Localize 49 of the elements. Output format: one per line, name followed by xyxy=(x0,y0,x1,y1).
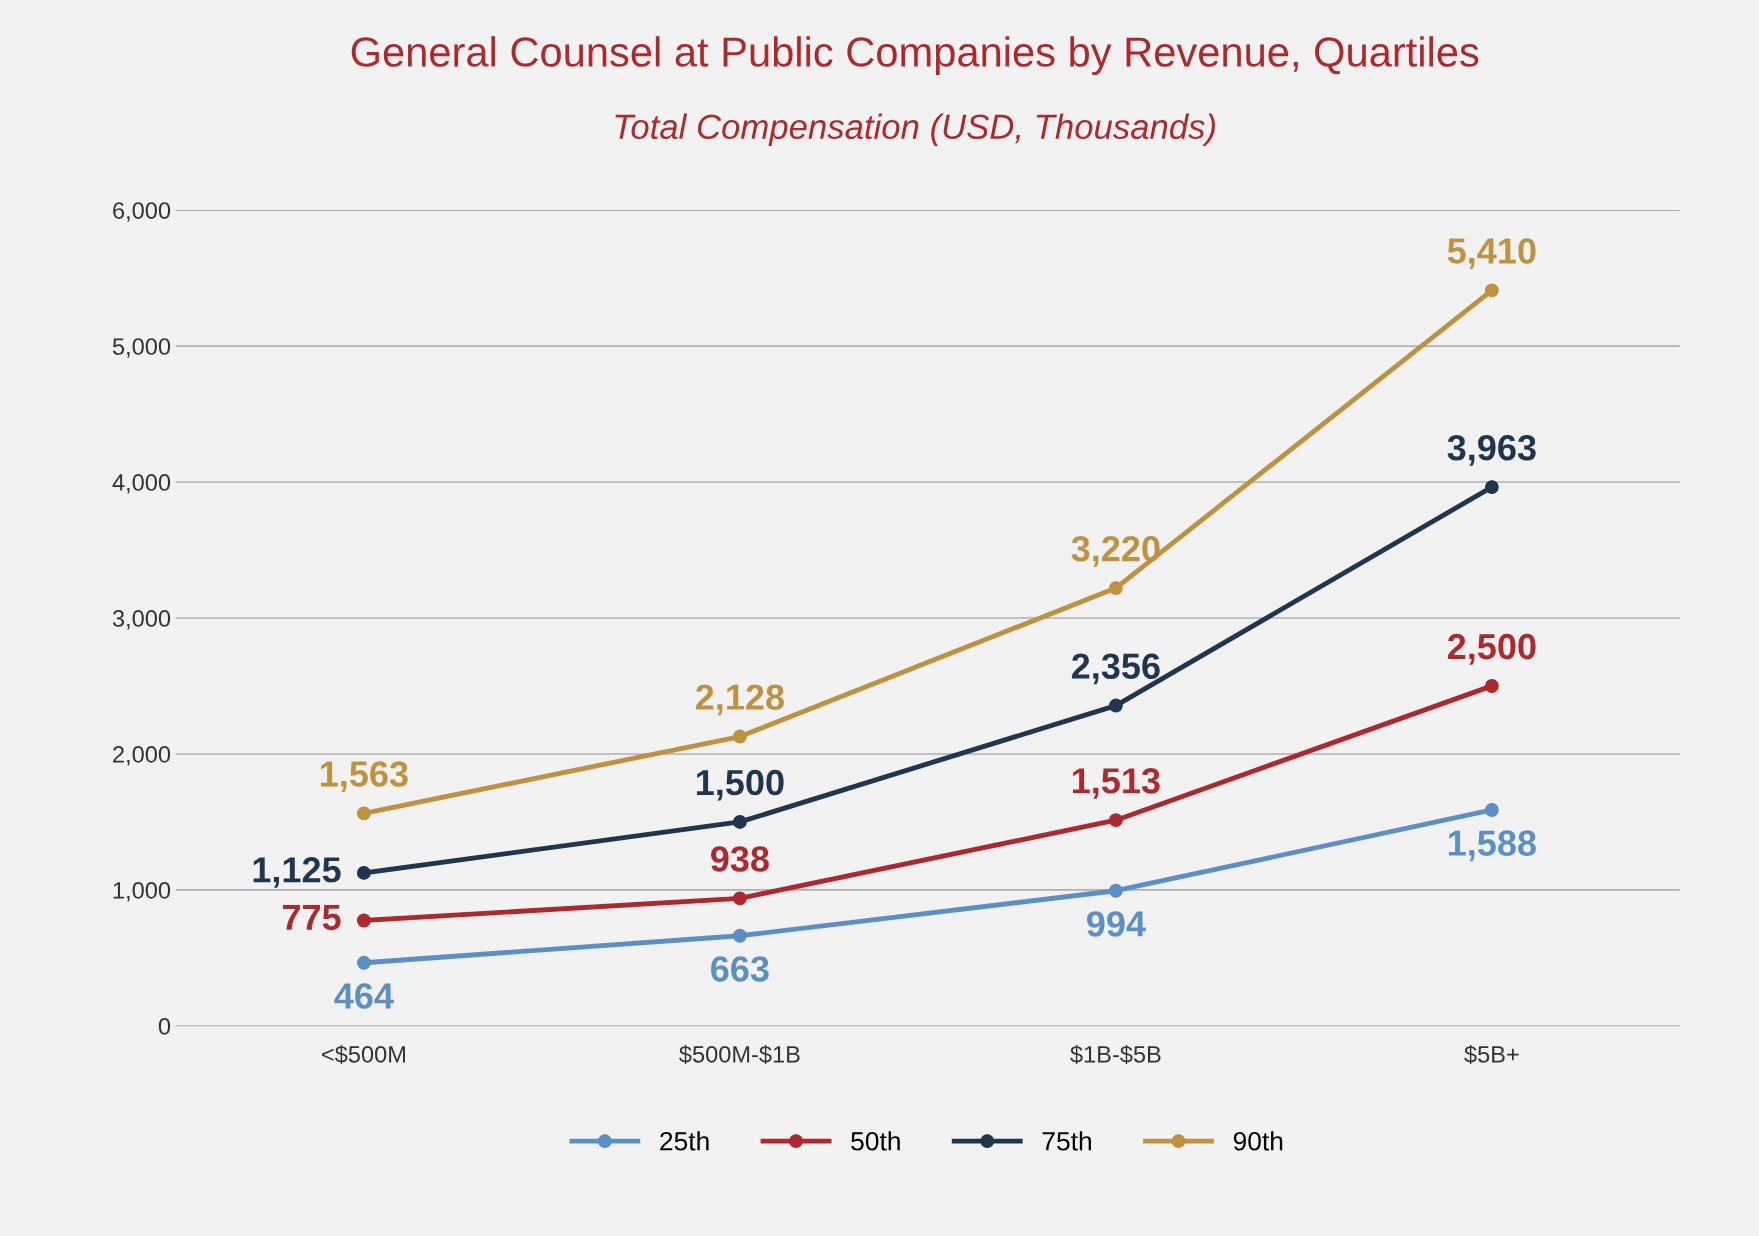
data-label: 2,128 xyxy=(695,684,784,716)
data-label: 3,220 xyxy=(1071,535,1160,567)
y-tick-label: 0 xyxy=(158,1017,171,1035)
data-label: 1,563 xyxy=(320,761,408,793)
point xyxy=(1484,803,1499,817)
point xyxy=(732,891,747,906)
data-label: 775 xyxy=(282,905,341,931)
x-tick-label: $1B-$5B xyxy=(1070,1044,1161,1065)
data-label: 5,410 xyxy=(1447,238,1536,269)
data-label: 938 xyxy=(711,846,769,872)
point xyxy=(1108,883,1123,898)
data-label: 2,500 xyxy=(1447,633,1536,665)
legend-label: 25th xyxy=(660,1131,709,1151)
point xyxy=(1108,813,1123,828)
point xyxy=(1108,581,1123,596)
y-tick-label: 6,000 xyxy=(113,202,171,222)
data-label: 1,588 xyxy=(1448,830,1536,862)
point xyxy=(356,955,371,970)
point xyxy=(356,806,371,821)
point xyxy=(1108,698,1123,713)
y-tick-label: 2,000 xyxy=(113,746,171,766)
chart-title: General Counsel at Public Companies by Revenue, Quartiles xyxy=(351,36,1479,76)
point xyxy=(732,729,747,744)
x-tick-label: <$500M xyxy=(322,1044,405,1065)
x-tick-label: $500M-$1B xyxy=(679,1044,800,1065)
y-tick-label: 3,000 xyxy=(112,610,171,630)
data-label: 464 xyxy=(334,983,394,1009)
point xyxy=(732,814,747,829)
legend-label: 50th xyxy=(851,1131,900,1151)
y-tick-label: 1,000 xyxy=(113,881,171,902)
point xyxy=(732,928,747,943)
y-tick-label: 5,000 xyxy=(112,338,171,358)
data-label: 1,500 xyxy=(696,769,784,801)
legend-label: 75th xyxy=(1042,1131,1091,1151)
y-tick-label: 4,000 xyxy=(112,474,171,494)
legend-label: 90th xyxy=(1233,1131,1283,1151)
point xyxy=(356,913,371,928)
data-label: 994 xyxy=(1087,911,1146,937)
point xyxy=(1484,283,1499,298)
point xyxy=(356,865,371,880)
data-label: 1,513 xyxy=(1072,768,1160,799)
data-label: 1,125 xyxy=(253,857,341,888)
data-label: 3,963 xyxy=(1447,434,1536,466)
data-label: 663 xyxy=(711,956,769,982)
point xyxy=(1484,480,1499,495)
data-label: 2,356 xyxy=(1071,653,1160,685)
x-tick-label: $5B+ xyxy=(1464,1044,1519,1065)
point xyxy=(1484,679,1499,693)
chart-subtitle: Total Compensation (USD, Thousands) xyxy=(615,113,1215,146)
